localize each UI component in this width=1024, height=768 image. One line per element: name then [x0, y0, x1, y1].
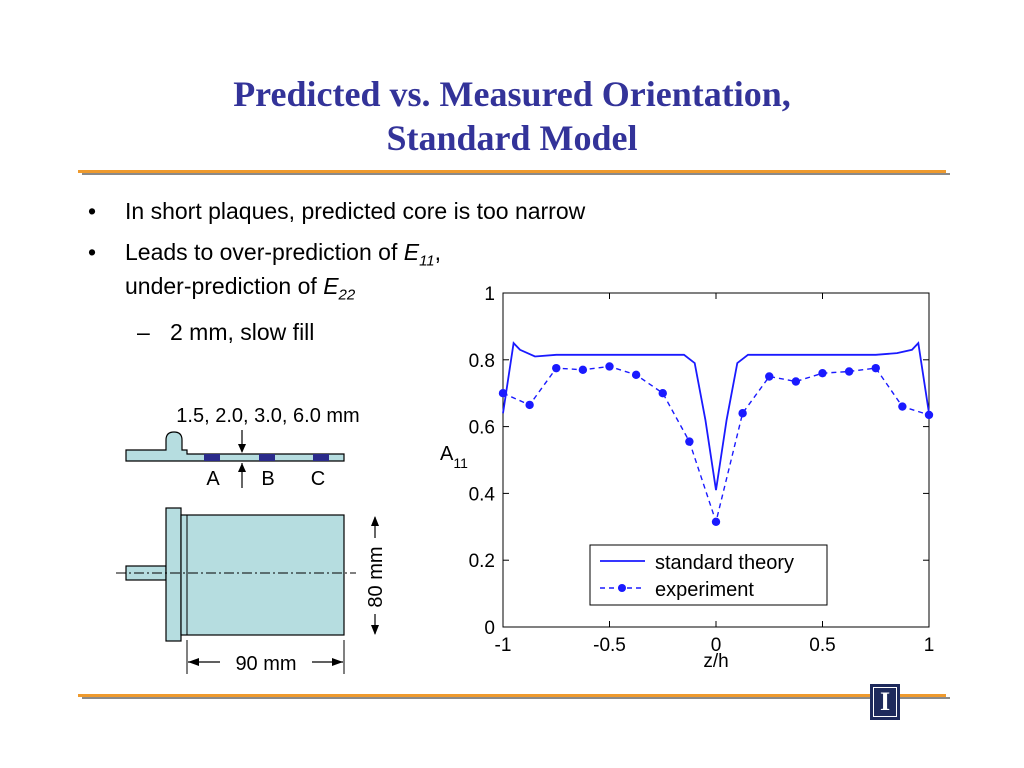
- width-arrowhead-right: [332, 658, 343, 666]
- experiment-point: [711, 517, 721, 526]
- bullet-text-part: under-prediction of: [125, 273, 324, 299]
- legend-marker-experiment: [618, 584, 626, 592]
- experiment-point: [898, 402, 907, 411]
- experiment-point: [658, 389, 667, 398]
- x-tick-label: 0: [711, 635, 722, 656]
- bullet-marker: •: [88, 239, 97, 265]
- bullet-text-part: Leads to over-prediction of: [125, 239, 404, 265]
- y-axis-label-sub: 11: [453, 455, 468, 471]
- x-tick-labels: -1 -0.5 0 0.5 1: [495, 635, 935, 656]
- legend: standard theory experiment: [589, 544, 828, 606]
- logo-letter: I: [873, 687, 897, 717]
- experiment-point: [871, 363, 880, 373]
- legend-label-experiment: experiment: [655, 579, 754, 601]
- height-arrowhead-bottom: [371, 625, 379, 635]
- sample-point-c-label: C: [311, 468, 325, 490]
- bullet-text: under-prediction of E22: [125, 271, 355, 311]
- experiment-point: [552, 363, 561, 373]
- legend-box: [589, 544, 828, 606]
- title-line-2: Standard Model: [386, 118, 638, 158]
- y-axis-label-main: A: [440, 443, 454, 465]
- y-tick-label: 0.6: [469, 418, 495, 439]
- series-line-standard-theory: [502, 341, 930, 491]
- experiment-point: [498, 389, 508, 398]
- modulus-symbol: E: [403, 239, 420, 265]
- y-tick-label: 1: [484, 284, 495, 305]
- x-axis-label: z/h: [703, 651, 728, 672]
- width-arrowhead-left: [188, 658, 199, 666]
- bottom-divider: [78, 694, 950, 699]
- sample-point-b-label: B: [261, 468, 274, 490]
- x-tick-label: -1: [495, 635, 512, 656]
- thickness-arrowhead-top: [238, 444, 246, 453]
- plaque-sprue: [125, 565, 167, 581]
- y-tick-label: 0.2: [469, 551, 495, 572]
- sample-point-a-marker: [204, 454, 220, 461]
- experiment-point: [791, 377, 801, 386]
- sample-point-a-label: A: [206, 468, 220, 490]
- modulus-subscript: 22: [338, 286, 356, 304]
- x-tick-label: 1: [924, 635, 935, 656]
- series-line-experiment: [502, 365, 930, 525]
- plaque-side-view: [125, 431, 345, 462]
- x-tick-label: -0.5: [593, 635, 626, 656]
- university-logo: I: [870, 684, 900, 720]
- bullet-text: In short plaques, predicted core is too …: [125, 198, 586, 224]
- experiment-point: [844, 367, 854, 376]
- width-dimension-label: 90 mm: [235, 653, 296, 675]
- y-tick-label: 0: [484, 618, 495, 639]
- height-arrowhead-top: [371, 516, 379, 526]
- modulus-e11: E11: [403, 239, 435, 270]
- thickness-label: 1.5, 2.0, 3.0, 6.0 mm: [176, 405, 359, 427]
- x-tick-label: 0.5: [809, 635, 835, 656]
- experiment-point: [738, 409, 747, 418]
- bullet-text: Leads to over-prediction of E11,: [125, 237, 441, 277]
- experiment-point: [685, 437, 694, 446]
- comma: ,: [434, 239, 442, 265]
- experiment-point: [605, 362, 614, 371]
- tick-marks: [502, 292, 930, 628]
- plaque-gate: [165, 507, 182, 642]
- height-dimension-label: 80 mm: [365, 546, 387, 607]
- y-axis-label: A11: [440, 443, 468, 471]
- sample-point-c-marker: [313, 454, 329, 461]
- sub-bullet-text: 2 mm, slow fill: [170, 319, 315, 345]
- sample-point-b-marker: [259, 454, 275, 461]
- plot-area: [502, 292, 930, 628]
- plaque-body: [180, 514, 345, 636]
- slide-title: Predicted vs. Measured Orientation, Stan…: [0, 72, 1024, 160]
- modulus-symbol: E: [323, 273, 339, 299]
- thickness-arrowhead-bottom: [238, 463, 246, 472]
- experiment-point: [818, 368, 827, 378]
- experiment-point: [924, 410, 934, 420]
- experiment-point: [765, 372, 774, 381]
- top-divider: [78, 170, 950, 175]
- y-tick-label: 0.8: [469, 351, 495, 372]
- experiment-point: [631, 370, 641, 380]
- y-tick-label: 0.4: [469, 484, 496, 505]
- y-tick-labels: 0 0.2 0.4 0.6 0.8 1: [469, 284, 496, 639]
- title-line-1: Predicted vs. Measured Orientation,: [233, 74, 791, 114]
- legend-label-standard-theory: standard theory: [655, 552, 794, 574]
- experiment-point: [525, 400, 534, 410]
- modulus-subscript: 11: [419, 252, 435, 270]
- bullet-marker: •: [88, 198, 97, 224]
- series-group: [498, 341, 934, 526]
- modulus-e22: E22: [323, 273, 355, 304]
- dash-marker: –: [137, 319, 150, 345]
- experiment-point: [578, 365, 588, 375]
